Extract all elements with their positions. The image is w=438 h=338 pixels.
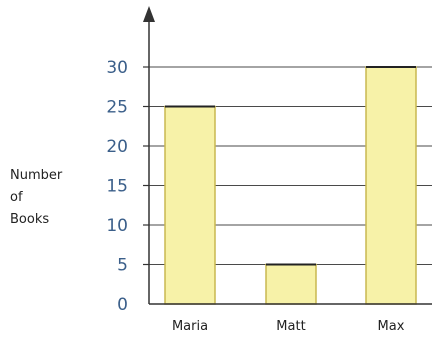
x-category-label-maria: Maria xyxy=(172,319,208,334)
category-labels: Maria Matt Max xyxy=(172,319,405,334)
bar-maria xyxy=(164,105,216,305)
y-tick-label-30: 30 xyxy=(106,58,128,78)
x-category-label-matt: Matt xyxy=(276,319,305,334)
y-axis-arrow xyxy=(143,6,155,22)
y-tick-label-20: 20 xyxy=(106,137,128,157)
y-tick-labels: 0 5 10 15 20 25 30 xyxy=(106,58,128,315)
y-tick-label-15: 15 xyxy=(106,177,128,197)
y-tick-label-0: 0 xyxy=(117,295,128,315)
bars xyxy=(164,66,417,305)
y-axis-title-line-1: Number xyxy=(10,168,63,183)
y-tick-label-25: 25 xyxy=(106,98,128,118)
bar-max xyxy=(365,66,417,305)
x-category-label-max: Max xyxy=(378,319,405,334)
y-axis-title: Number of Books xyxy=(10,168,63,227)
axes xyxy=(143,6,432,305)
y-tick-label-5: 5 xyxy=(117,256,128,276)
y-axis-title-line-2: of xyxy=(10,190,23,205)
y-axis-title-line-3: Books xyxy=(10,212,49,227)
y-tick-label-10: 10 xyxy=(106,216,128,236)
bar-matt xyxy=(265,263,317,305)
